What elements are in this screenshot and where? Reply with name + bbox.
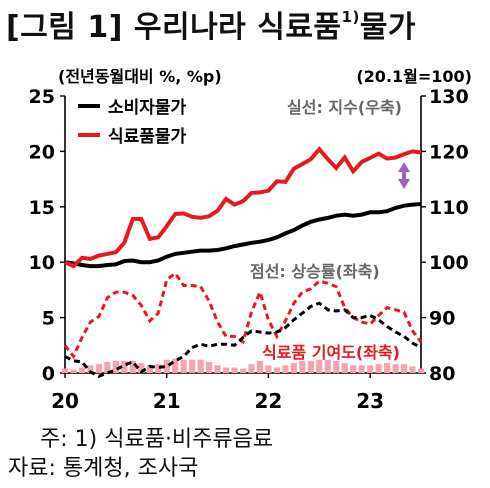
- contribution-bar: [78, 367, 86, 373]
- x-tick-label: 21: [153, 389, 181, 413]
- contribution-bar: [95, 364, 102, 373]
- x-tick-label: 23: [356, 389, 384, 413]
- right-tick-label: 100: [429, 252, 469, 274]
- left-tick-label: 25: [29, 86, 55, 108]
- food-index-line: [64, 146, 422, 269]
- contribution-bar: [417, 368, 425, 373]
- contribution-bar: [206, 361, 213, 373]
- footnote: 주: 1) 식료품·비주류음료: [40, 427, 274, 452]
- right-tick-label: 90: [429, 308, 455, 330]
- contribution-bar: [375, 364, 382, 373]
- contribution-bar: [121, 360, 128, 373]
- food-rate-line: [63, 271, 423, 360]
- contribution-bar: [282, 365, 289, 373]
- left-axis-unit: (전년동월대비 %, %p): [58, 67, 222, 86]
- title-main: [그림 1] 우리나라 식료품: [6, 10, 342, 45]
- right-axis-unit: (20.1월=100): [356, 67, 472, 86]
- annotation-contribution: 식료품 기여도(좌축): [262, 343, 400, 362]
- page-title: [그림 1] 우리나라 식료품1)물가: [6, 2, 416, 46]
- chart: 0 5 10 15 20 25 80 90 100 110 120 130 20 21 22 23 (전년동월대…: [29, 67, 472, 413]
- contribution-bar: [104, 361, 111, 373]
- x-tick-label: 20: [51, 389, 79, 413]
- contribution-bar: [61, 368, 69, 373]
- contribution-bar: [87, 365, 94, 373]
- contribution-bar: [146, 365, 153, 373]
- contribution-bar: [350, 365, 357, 373]
- contribution-bar: [138, 363, 145, 373]
- annotation-solid-index: 실선: 지수(우축): [287, 98, 402, 117]
- contribution-bar: [367, 365, 374, 373]
- annotation-dotted-rate: 점선: 상승률(좌축): [250, 262, 380, 281]
- right-tick-label: 80: [429, 363, 455, 385]
- contribution-bar: [384, 363, 391, 373]
- cpi-rate-line: [64, 301, 422, 378]
- left-tick-label: 5: [42, 308, 55, 330]
- right-tick-label: 120: [429, 141, 469, 163]
- left-tick-label: 15: [29, 197, 55, 219]
- right-tick-label: 130: [429, 86, 469, 108]
- contribution-bar: [299, 360, 306, 373]
- contribution-bar: [214, 365, 221, 373]
- contribution-bar: [70, 369, 77, 373]
- contribution-bar: [273, 367, 280, 373]
- contribution-bar: [222, 367, 230, 373]
- gap-arrow-head-up: [398, 162, 411, 172]
- x-tick-label: 22: [255, 389, 283, 413]
- contribution-bar: [307, 360, 314, 373]
- contribution-bar: [231, 367, 238, 373]
- contribution-bar: [239, 368, 247, 373]
- left-tick-label: 20: [29, 141, 55, 163]
- right-tick-label: 110: [429, 197, 469, 219]
- left-tick-label: 0: [42, 363, 55, 385]
- contribution-bar: [290, 363, 297, 373]
- contribution-bar: [197, 359, 204, 373]
- contribution-bar: [256, 360, 264, 373]
- legend-label-food: 식료품물가: [108, 127, 187, 147]
- contribution-bar: [265, 365, 272, 373]
- contribution-bar: [409, 366, 416, 373]
- title-footnote-mark: 1): [341, 8, 360, 26]
- contribution-bar: [155, 364, 162, 373]
- contribution-bar: [189, 359, 196, 373]
- contribution-bar: [172, 358, 179, 373]
- source-note: 자료: 통계청, 조사국: [8, 456, 199, 481]
- contribution-bar: [400, 364, 408, 373]
- contribution-bar: [316, 359, 323, 373]
- contribution-bar: [333, 360, 340, 373]
- contribution-bar: [358, 365, 365, 373]
- contribution-bar: [248, 364, 255, 373]
- contribution-bar: [180, 359, 187, 373]
- contribution-bar: [129, 360, 136, 373]
- contribution-bar: [163, 359, 170, 373]
- cpi-index-line: [64, 202, 422, 269]
- contribution-bar: [341, 363, 348, 373]
- left-tick-label: 10: [29, 252, 55, 274]
- contribution-bar: [392, 364, 399, 373]
- title-tail: 물가: [359, 10, 417, 45]
- gap-arrow-head-down: [398, 179, 411, 189]
- contribution-bar: [324, 359, 331, 373]
- contribution-bar: [112, 360, 119, 373]
- legend-label-cpi: 소비자물가: [108, 98, 187, 118]
